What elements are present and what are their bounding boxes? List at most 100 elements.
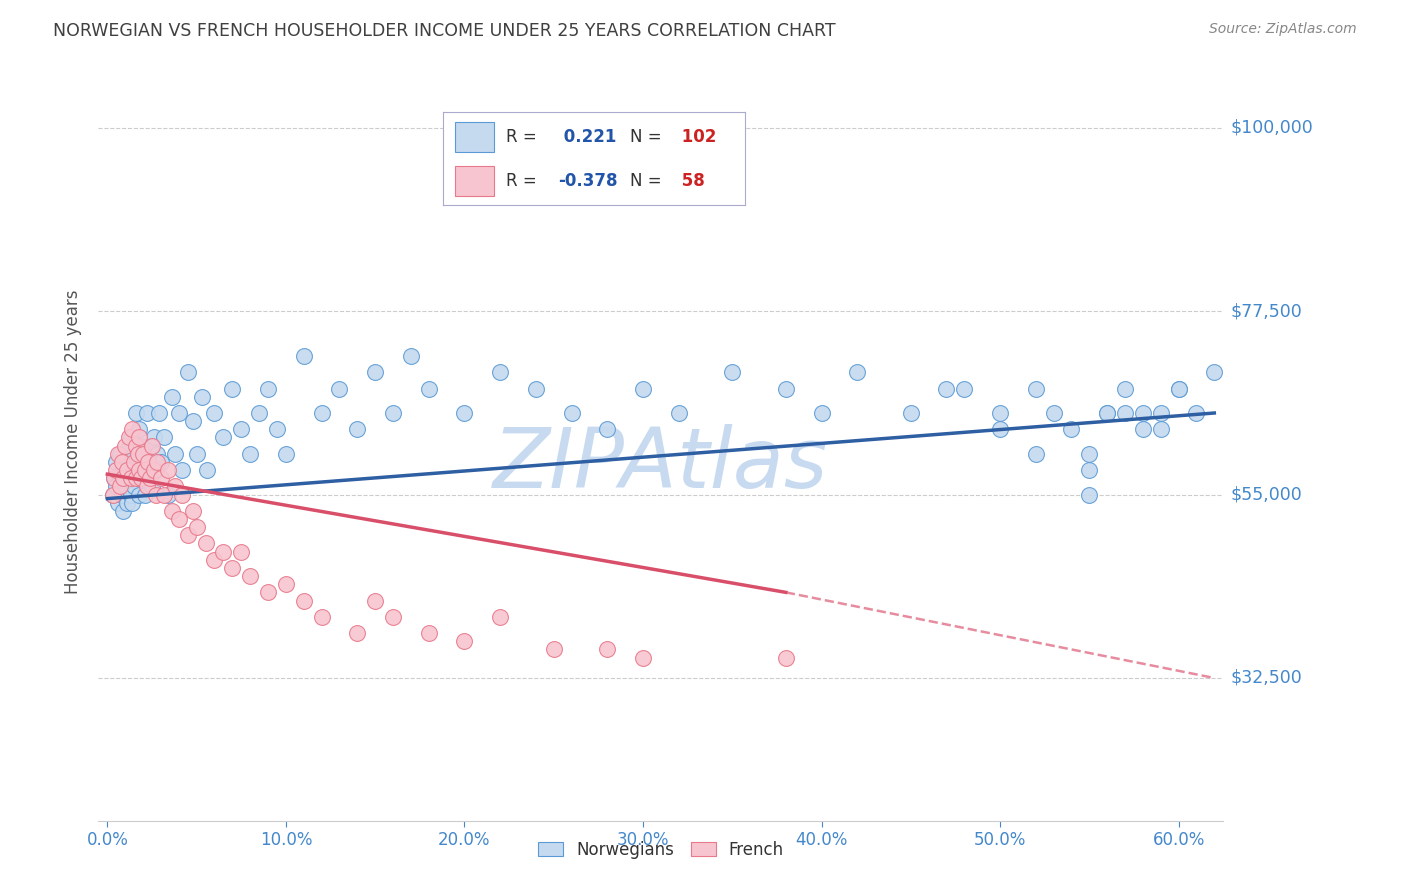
Point — [231, 422, 253, 436]
Point — [292, 593, 315, 607]
Point — [257, 382, 280, 396]
Point — [1114, 406, 1136, 420]
Point — [127, 447, 149, 461]
Text: Source: ZipAtlas.com: Source: ZipAtlas.com — [1209, 22, 1357, 37]
Point — [195, 463, 218, 477]
Point — [111, 487, 134, 501]
Point — [1078, 447, 1101, 461]
Point — [721, 365, 744, 379]
Point — [111, 455, 134, 469]
Point — [181, 414, 204, 428]
Point — [167, 512, 190, 526]
Legend: Norwegians, French: Norwegians, French — [531, 834, 790, 865]
Point — [125, 439, 148, 453]
Point — [311, 406, 333, 420]
Point — [134, 487, 156, 501]
Point — [129, 439, 152, 453]
Point — [108, 471, 131, 485]
Point — [810, 406, 832, 420]
Point — [129, 471, 152, 485]
Point — [138, 455, 160, 469]
Point — [1095, 406, 1118, 420]
Point — [138, 455, 160, 469]
Point — [364, 365, 387, 379]
Point — [186, 520, 208, 534]
Point — [141, 479, 163, 493]
Point — [121, 422, 143, 436]
Point — [212, 544, 235, 558]
Point — [108, 479, 131, 493]
Point — [112, 504, 135, 518]
Point — [125, 471, 148, 485]
Point — [108, 447, 131, 461]
Point — [1167, 382, 1189, 396]
Point — [1132, 422, 1154, 436]
Point — [153, 487, 176, 501]
Point — [115, 496, 138, 510]
Point — [191, 390, 214, 404]
Point — [120, 430, 142, 444]
Point — [1025, 447, 1047, 461]
Point — [165, 479, 187, 493]
Point — [212, 430, 235, 444]
Text: $32,500: $32,500 — [1230, 669, 1302, 687]
Point — [146, 455, 169, 469]
Point — [127, 471, 149, 485]
Point — [194, 536, 217, 550]
Point — [149, 455, 172, 469]
Point — [418, 626, 440, 640]
Point — [172, 463, 194, 477]
Point — [935, 382, 957, 396]
Point — [1042, 406, 1064, 420]
Point — [122, 455, 145, 469]
Point — [266, 422, 288, 436]
Point — [105, 455, 128, 469]
Point — [204, 553, 226, 567]
Text: NORWEGIAN VS FRENCH HOUSEHOLDER INCOME UNDER 25 YEARS CORRELATION CHART: NORWEGIAN VS FRENCH HOUSEHOLDER INCOME U… — [53, 22, 837, 40]
Point — [489, 610, 512, 624]
Text: $55,000: $55,000 — [1230, 485, 1302, 503]
Point — [115, 455, 138, 469]
Text: R =: R = — [506, 128, 537, 145]
Point — [148, 406, 170, 420]
Point — [149, 471, 172, 485]
Point — [103, 471, 125, 485]
Point — [125, 455, 148, 469]
Point — [668, 406, 690, 420]
Point — [775, 382, 797, 396]
Point — [775, 650, 797, 665]
Point — [453, 634, 475, 648]
Point — [239, 569, 262, 583]
Y-axis label: Householder Income Under 25 years: Householder Income Under 25 years — [65, 289, 83, 594]
Point — [257, 585, 280, 599]
Point — [1167, 382, 1189, 396]
Point — [239, 447, 262, 461]
Point — [114, 479, 136, 493]
Point — [543, 642, 565, 657]
Point — [172, 487, 194, 501]
Point — [165, 447, 187, 461]
Point — [146, 447, 169, 461]
Point — [364, 593, 387, 607]
Point — [118, 439, 141, 453]
Point — [120, 471, 142, 485]
Point — [1078, 463, 1101, 477]
Bar — [456, 166, 495, 196]
Point — [846, 365, 869, 379]
Point — [139, 471, 162, 485]
Point — [142, 463, 165, 477]
Point — [112, 463, 135, 477]
Point — [418, 382, 440, 396]
Point — [1132, 406, 1154, 420]
Point — [1025, 382, 1047, 396]
Text: N =: N = — [630, 128, 662, 145]
Point — [128, 430, 150, 444]
Point — [114, 439, 136, 453]
Point — [107, 447, 129, 461]
Point — [1078, 487, 1101, 501]
Point — [1150, 406, 1173, 420]
Point — [221, 561, 243, 575]
Point — [953, 382, 976, 396]
Point — [139, 439, 162, 453]
Point — [382, 406, 405, 420]
